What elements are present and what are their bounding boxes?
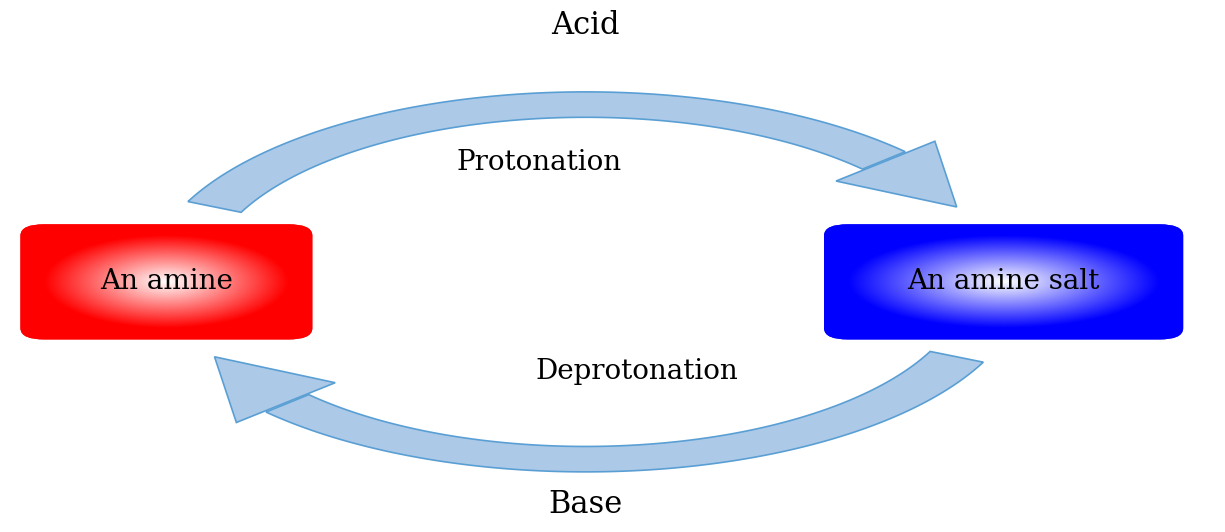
Polygon shape xyxy=(835,142,957,207)
Polygon shape xyxy=(214,357,336,422)
FancyBboxPatch shape xyxy=(22,226,311,338)
Text: An amine salt: An amine salt xyxy=(908,268,1100,295)
Text: Acid: Acid xyxy=(551,10,620,41)
Text: Deprotonation: Deprotonation xyxy=(535,359,739,385)
Polygon shape xyxy=(266,352,984,472)
Polygon shape xyxy=(187,92,905,212)
Text: Base: Base xyxy=(549,489,622,520)
Text: An amine: An amine xyxy=(100,268,233,295)
FancyBboxPatch shape xyxy=(826,226,1181,338)
Text: Protonation: Protonation xyxy=(457,149,622,176)
